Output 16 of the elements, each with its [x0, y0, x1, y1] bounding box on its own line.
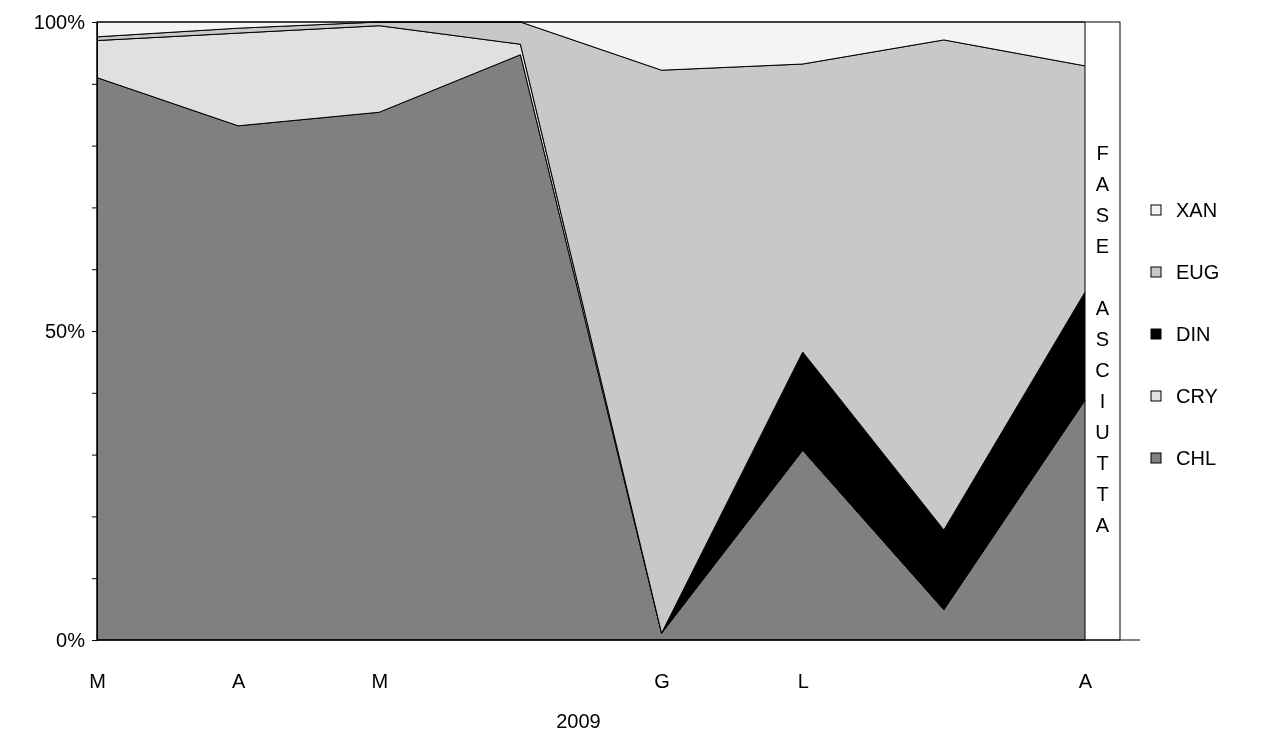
- x-axis-title: 2009: [556, 710, 601, 732]
- y-tick-label: 0%: [56, 628, 86, 651]
- text: FASE ASCIUTTA: [1095, 142, 1110, 536]
- x-tick-label: M: [89, 670, 106, 693]
- legend-label: CRY: [1176, 385, 1218, 407]
- y-tick-label: 100%: [33, 10, 86, 33]
- x-tick-label: A: [231, 670, 246, 693]
- x-tick-label: M: [371, 670, 389, 693]
- legend-label: EUG: [1176, 261, 1220, 283]
- x-tick-label: G: [654, 670, 670, 693]
- legend-label: XAN: [1176, 199, 1218, 221]
- x-tick-label: A: [1078, 670, 1093, 693]
- x-tick-label: L: [797, 670, 809, 693]
- y-tick-label: 50%: [44, 319, 86, 342]
- legend-label: CHL: [1176, 447, 1217, 469]
- legend-label: DIN: [1176, 323, 1211, 345]
